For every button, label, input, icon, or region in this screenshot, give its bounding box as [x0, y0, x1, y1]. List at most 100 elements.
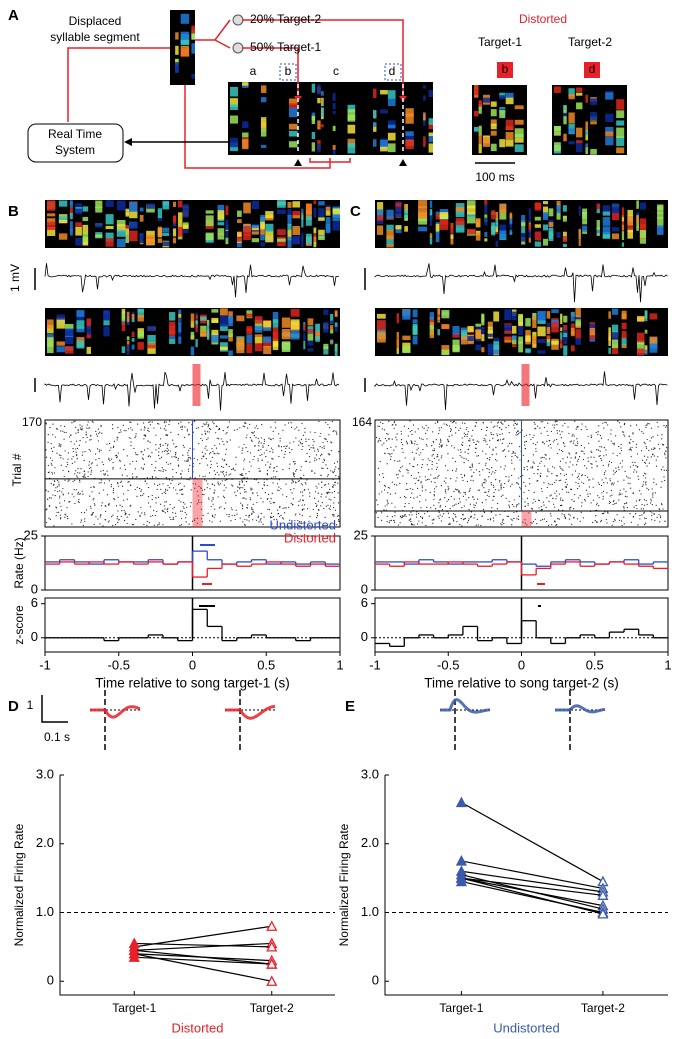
raster-dot: [666, 447, 667, 448]
y-tick-label: 3.0: [361, 766, 379, 781]
raster-dot: [665, 457, 666, 458]
raster-dot: [432, 450, 433, 451]
spectrogram-band: [474, 86, 478, 95]
raster-dot: [636, 447, 637, 448]
raster-dot: [579, 456, 580, 457]
raster-dot: [494, 472, 495, 473]
raster-dot: [387, 521, 388, 522]
raster-dot: [540, 457, 541, 458]
raster-dot: [598, 505, 599, 506]
raster-dot: [613, 500, 614, 501]
raster-dot: [226, 432, 227, 433]
raster-dot: [81, 426, 82, 427]
spectrogram-band: [181, 40, 189, 45]
raster-dot: [657, 517, 658, 518]
raster-dot: [391, 456, 392, 457]
raster-dot: [639, 518, 640, 519]
spectrogram-band: [521, 215, 525, 223]
raster-dot: [417, 496, 418, 497]
raster-dot: [586, 429, 587, 430]
raster-dot: [190, 502, 191, 503]
raster-dot: [280, 438, 281, 439]
raster-dot: [298, 505, 299, 506]
raster-dot: [218, 483, 219, 484]
spectrogram-band: [437, 329, 440, 335]
raster-dot: [555, 421, 556, 422]
spectrogram-band: [323, 344, 328, 349]
spectrogram-band: [306, 216, 312, 226]
spectrogram-band: [200, 331, 206, 337]
spectrogram-band: [65, 330, 73, 336]
raster-dot: [107, 475, 108, 476]
raster-dot: [165, 430, 166, 431]
raster-dot: [387, 500, 388, 501]
raster-dot: [177, 460, 178, 461]
raster-dot: [570, 515, 571, 516]
raster-dot: [601, 460, 602, 461]
raster-dot: [402, 515, 403, 516]
raster-dot: [483, 509, 484, 510]
raster-dot: [615, 435, 616, 436]
spectrogram-band: [386, 230, 393, 240]
raster-dot: [485, 441, 486, 442]
raster-dot: [333, 502, 334, 503]
y-axis-label: Rate (Hz): [12, 537, 26, 588]
spectrogram-band: [191, 74, 195, 79]
raster-dot: [484, 482, 485, 483]
raster-dot: [140, 491, 141, 492]
spectrogram-band: [515, 138, 524, 142]
raster-dot: [448, 524, 449, 525]
raster-dot: [566, 479, 567, 480]
raster-dot: [414, 457, 415, 458]
raster-dot: [473, 442, 474, 443]
raster-dot: [187, 429, 188, 430]
raster-dot: [287, 445, 288, 446]
y-tick-label: 1.0: [36, 904, 54, 919]
spectrogram-band: [326, 207, 331, 211]
raster-dot: [532, 522, 533, 523]
raster-dot: [89, 427, 90, 428]
raster-dot: [251, 440, 252, 441]
spectrogram-band: [377, 215, 383, 221]
raster-dot: [338, 451, 339, 452]
raster-dot: [404, 426, 405, 427]
raster-dot: [262, 445, 263, 446]
raster-dot: [630, 425, 631, 426]
raster-dot: [206, 458, 207, 459]
raster-dot: [412, 489, 413, 490]
spectrogram-band: [191, 33, 195, 39]
raster-dot: [508, 481, 509, 482]
raster-dot: [327, 492, 328, 493]
spectrogram-band: [246, 335, 252, 344]
raster-dot: [223, 473, 224, 474]
spectrogram-band: [488, 327, 493, 333]
raster-dot: [433, 499, 434, 500]
raster-dot: [550, 513, 551, 514]
raster-dot: [643, 433, 644, 434]
raster-dot: [82, 494, 83, 495]
raster-dot: [463, 492, 464, 493]
raster-dot: [215, 514, 216, 515]
raster-dot: [538, 507, 539, 508]
raster-dot: [117, 483, 118, 484]
raster-dot: [554, 440, 555, 441]
raster-dot: [92, 462, 93, 463]
raster-dot: [298, 501, 299, 502]
raster-dot: [150, 506, 151, 507]
raster-dot: [541, 461, 542, 462]
raster-dot: [438, 502, 439, 503]
raster-dot: [444, 497, 445, 498]
raster-dot: [46, 457, 47, 458]
raster-dot: [253, 512, 254, 513]
raster-dot: [434, 495, 435, 496]
raster-dot: [218, 429, 219, 430]
raster-dot: [91, 439, 92, 440]
raster-dot: [618, 499, 619, 500]
spectrogram-band: [563, 116, 566, 124]
spectrogram-band: [499, 95, 505, 99]
raster-dot: [59, 454, 60, 455]
raster-dot: [591, 435, 592, 436]
raster-dot: [461, 525, 462, 526]
raster-dot: [66, 432, 67, 433]
raster-dot: [664, 480, 665, 481]
